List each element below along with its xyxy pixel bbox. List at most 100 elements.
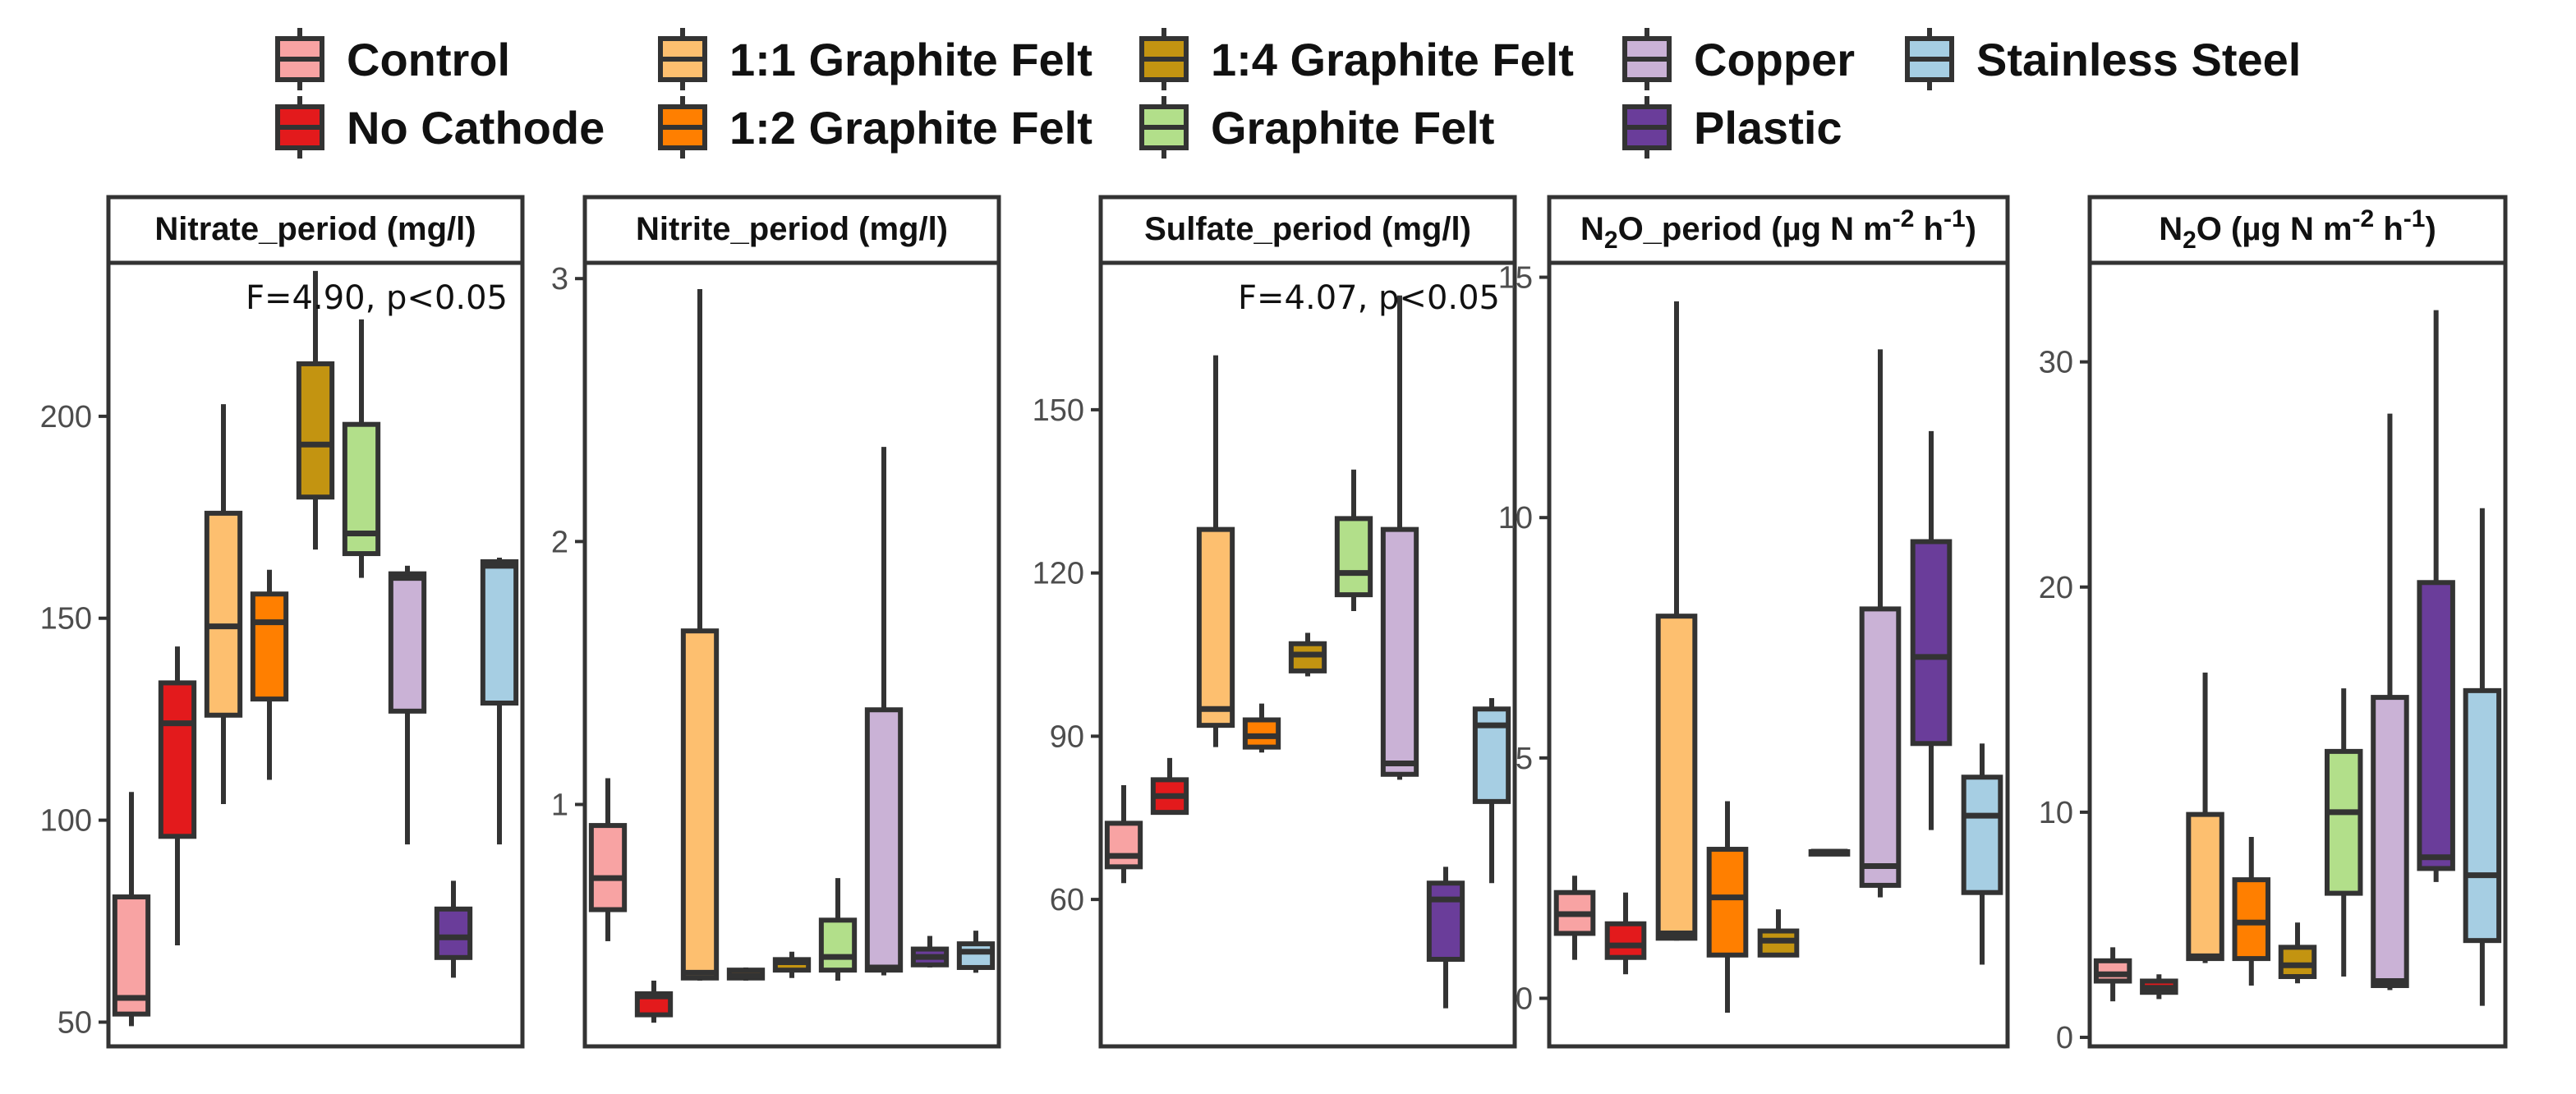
legend-label: Graphite Felt (1211, 101, 1495, 154)
legend-key-control (275, 28, 324, 90)
box-1-2-graphite-felt (1706, 801, 1749, 1014)
legend-label: 1:2 Graphite Felt (729, 101, 1092, 154)
legend-label: Control (347, 33, 511, 85)
box-no-cathode (2140, 974, 2178, 1000)
box-plastic (1426, 866, 1465, 1009)
panel-title: Sulfate_period (mg/l) (1144, 211, 1471, 247)
box-no-cathode (158, 646, 197, 946)
box-1-2-graphite-felt (2232, 837, 2271, 986)
iqr-box (2093, 958, 2132, 984)
panel-2: Nitrite_period (mg/l) 1 2 3 (551, 195, 1001, 1049)
legend-item: Control (273, 26, 510, 92)
box-graphite-felt (1334, 469, 1373, 611)
box-1-4-graphite-felt (1288, 632, 1327, 677)
plot-frame (1098, 260, 1517, 1049)
iqr-box (388, 571, 427, 714)
y-tick-label: 30 (2039, 346, 2073, 380)
legend-item: Plastic (1620, 94, 1842, 160)
box-1-4-graphite-felt (296, 270, 335, 550)
box-control (1104, 785, 1143, 884)
iqr-box (1655, 614, 1698, 941)
box-1-4-graphite-felt (1757, 909, 1800, 958)
stat-annotation: F=4.07, p<0.05 (1238, 279, 1500, 317)
panel-title: N2O_period (µg N m-2 h-1) (1580, 205, 1976, 254)
iqr-box (1604, 921, 1647, 960)
iqr-box (1334, 516, 1373, 598)
box-1-1-graphite-felt (680, 289, 720, 981)
legend-key-no-cathode (275, 96, 324, 159)
box-plastic (434, 880, 473, 978)
stat-annotation: F=4.90, p<0.05 (246, 279, 508, 317)
iqr-box (1910, 539, 1953, 747)
y-tick-label: 1 (551, 788, 568, 822)
plot-frame (1547, 260, 2010, 1049)
y-tick-label: 0 (2056, 1021, 2073, 1055)
legend-label: Plastic (1694, 101, 1842, 154)
y-tick-label: 120 (1033, 557, 1084, 591)
plot-frame (106, 260, 525, 1049)
iqr-box (2417, 580, 2455, 871)
legend-key-1-4-graphite-felt (1139, 28, 1189, 90)
iqr-box (204, 510, 243, 718)
box-1-1-graphite-felt (204, 404, 243, 804)
iqr-box (250, 591, 289, 702)
iqr-box (588, 823, 628, 912)
iqr-box (2324, 748, 2363, 896)
iqr-box (1706, 847, 1749, 958)
box-graphite-felt (2324, 688, 2363, 977)
iqr-box (1104, 820, 1143, 870)
strip-header (1547, 195, 2010, 265)
legend-key-1-2-graphite-felt (658, 96, 707, 159)
iqr-box (480, 558, 519, 706)
legend-item: 1:1 Graphite Felt (656, 26, 1092, 92)
iqr-box (434, 906, 473, 960)
legend-label: 1:1 Graphite Felt (729, 33, 1092, 85)
box-copper (1859, 349, 1902, 898)
strip-header (2087, 195, 2508, 265)
box-1-4-graphite-felt (772, 951, 812, 978)
legend-key-graphite-felt (1139, 96, 1189, 159)
strip-header (106, 195, 525, 265)
legend-item: 1:2 Graphite Felt (656, 94, 1092, 160)
iqr-box (2278, 945, 2317, 980)
y-tick-label: 150 (40, 602, 92, 637)
y-tick-label: 60 (1050, 883, 1084, 917)
iqr-box (1380, 526, 1419, 777)
legend-item: Graphite Felt (1137, 94, 1494, 160)
legend-item: Copper (1620, 26, 1855, 92)
y-tick-label: 10 (1498, 501, 1533, 536)
box-no-cathode (1604, 892, 1647, 975)
box-stainless-steel (480, 557, 519, 845)
iqr-box (818, 917, 858, 973)
box-stainless-steel (2463, 508, 2502, 1006)
panel-title: Nitrite_period (mg/l) (636, 211, 948, 247)
box-plastic (910, 935, 950, 968)
box-plastic (1910, 430, 1953, 830)
box-no-cathode (1150, 757, 1189, 816)
panel-title: Nitrate_period (mg/l) (154, 211, 476, 247)
iqr-box (2232, 877, 2271, 962)
panel-4: N2O_period (µg N m-2 h-1) 0 5 10 15 (1498, 195, 2010, 1049)
box-graphite-felt (342, 319, 381, 578)
iqr-box (2463, 687, 2502, 944)
panel-5: N2O (µg N m-2 h-1) 0 10 20 30 (2039, 195, 2508, 1055)
box-copper (864, 447, 904, 976)
panel-3: Sulfate_period (mg/l) 60 90 120 150 F=4.07, p… (1033, 195, 1517, 1049)
iqr-box (296, 361, 335, 500)
box-control (588, 778, 628, 941)
panel-title: N2O (µg N m-2 h-1) (2159, 205, 2436, 254)
box-control (1553, 876, 1596, 960)
box-graphite-felt (1808, 848, 1851, 857)
box-1-2-graphite-felt (250, 569, 289, 780)
y-tick-label: 100 (40, 804, 92, 839)
box-no-cathode (634, 980, 674, 1023)
iqr-box (864, 707, 904, 973)
legend-key-plastic (1622, 96, 1672, 159)
legend-item: No Cathode (273, 94, 605, 160)
box-copper (388, 565, 427, 845)
y-tick-label: 0 (1516, 981, 1533, 1016)
iqr-box (1859, 606, 1902, 888)
box-stainless-steel (1472, 698, 1511, 884)
legend-label: No Cathode (347, 101, 605, 154)
box-control (112, 792, 151, 1027)
